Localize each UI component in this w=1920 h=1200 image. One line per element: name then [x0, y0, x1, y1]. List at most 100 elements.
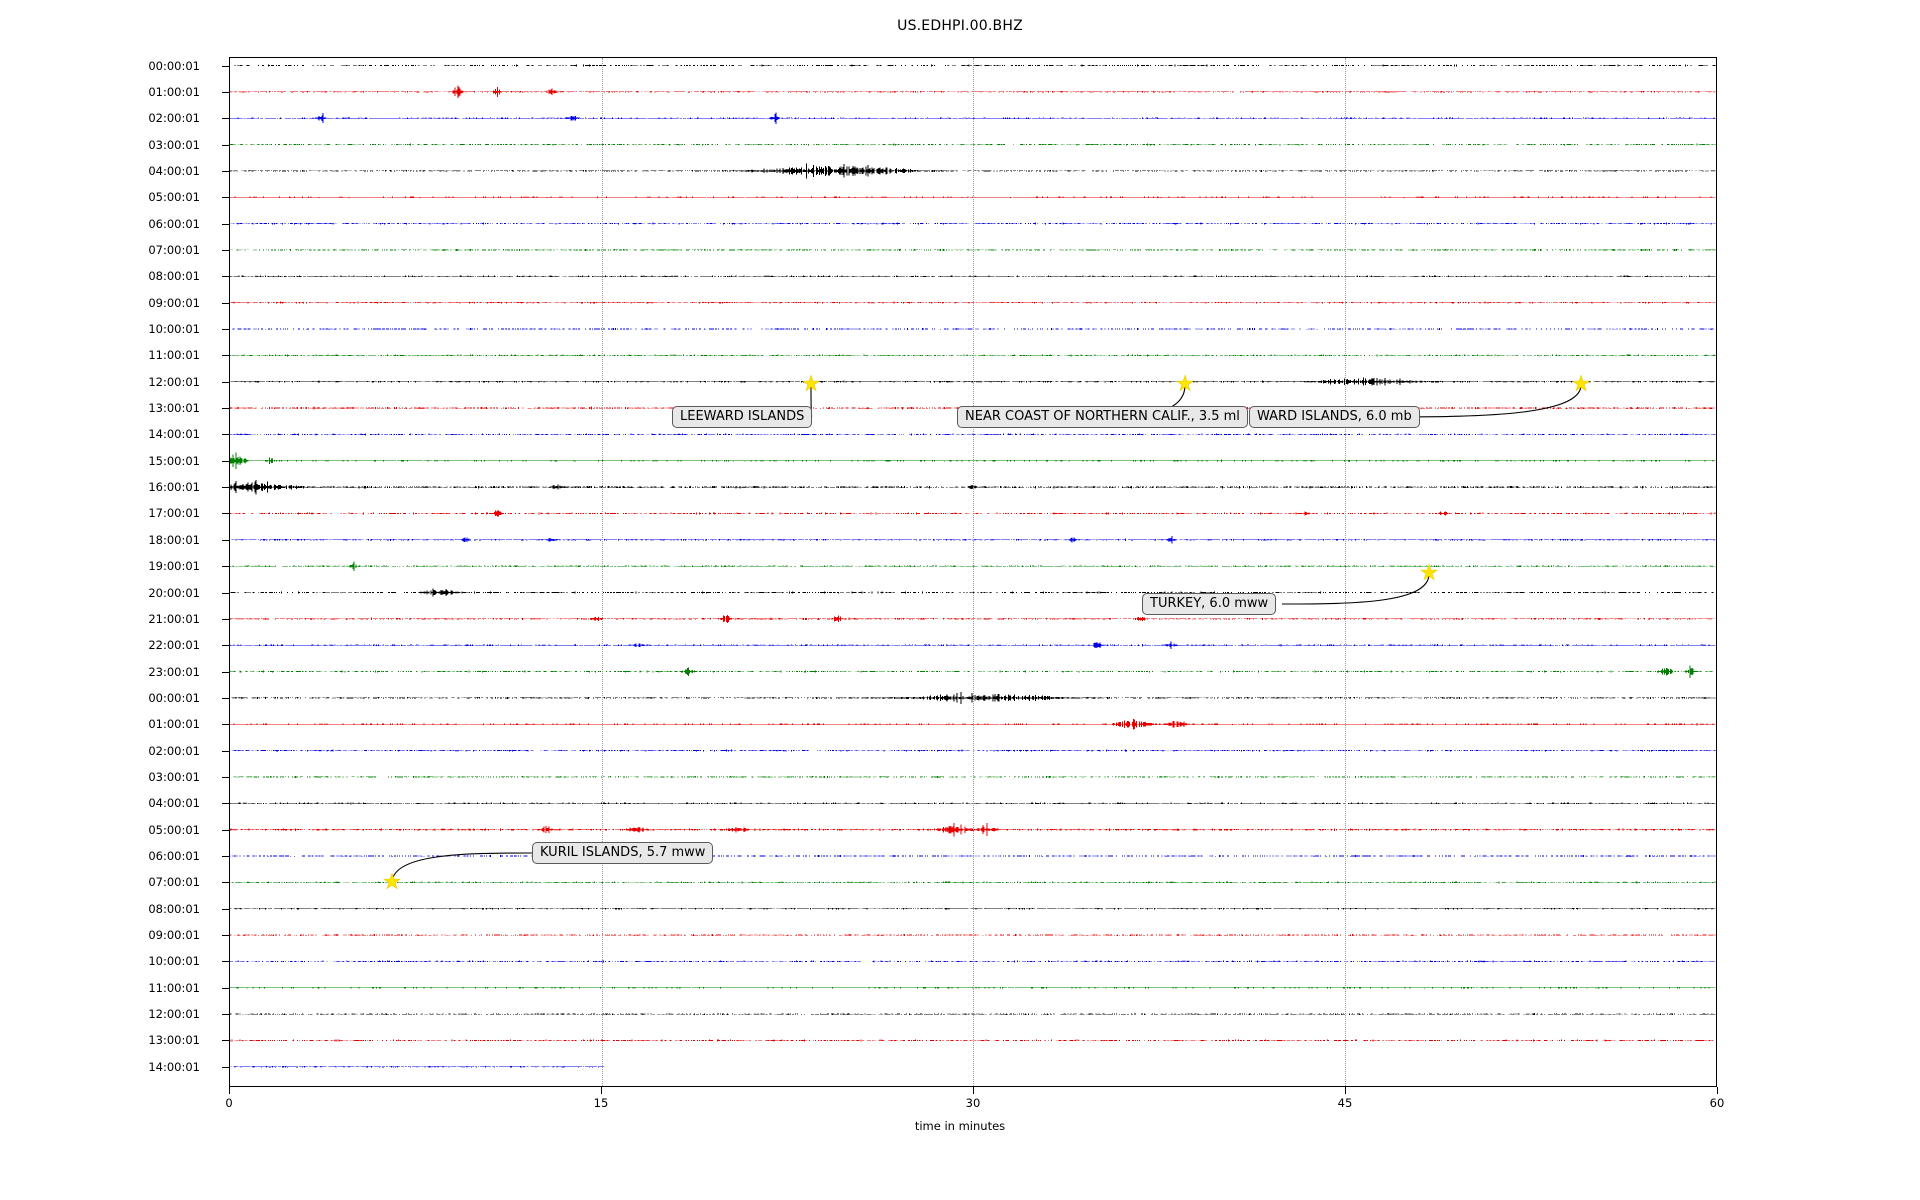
- y-axis-tick-label: 21:00:01: [148, 611, 200, 626]
- y-axis-tick-label: 20:00:01: [148, 585, 200, 600]
- y-axis-tick-label: 14:00:01: [148, 1059, 200, 1074]
- seismic-trace: [230, 561, 1716, 571]
- y-axis-tick-label: 18:00:01: [148, 532, 200, 547]
- seismic-trace: [230, 510, 1716, 517]
- y-axis-tick-label: 11:00:01: [148, 348, 200, 363]
- x-axis-tick-label: 15: [593, 1096, 609, 1110]
- y-axis-tick-label: 08:00:01: [148, 269, 200, 284]
- y-axis-tick-label: 14:00:01: [148, 427, 200, 442]
- y-axis-tick-label: 03:00:01: [148, 769, 200, 784]
- y-axis-tick-mark: [222, 618, 229, 620]
- y-axis-tick-label: 02:00:01: [148, 743, 200, 758]
- x-axis-tick-mark: [229, 1087, 230, 1094]
- y-axis-tick-mark: [222, 1014, 229, 1016]
- seismic-trace: [230, 301, 1716, 304]
- y-axis-tick-label: 13:00:01: [148, 1033, 200, 1048]
- x-axis-title: time in minutes: [914, 1119, 1006, 1133]
- figure-title: US.EDHPI.00.BHZ: [897, 18, 1023, 34]
- y-axis-tick-label: 00:00:01: [148, 58, 200, 73]
- y-axis-tick-label: 19:00:01: [148, 559, 200, 574]
- gridline-vertical: [601, 58, 603, 1086]
- event-annotation-label[interactable]: TURKEY, 6.0 mww: [1142, 593, 1277, 615]
- x-axis-tick-mark: [1717, 1087, 1718, 1094]
- y-axis-tick-mark: [222, 539, 229, 541]
- y-axis-tick-label: 22:00:01: [148, 638, 200, 653]
- y-axis-tick-mark: [222, 1040, 229, 1042]
- event-annotation-label[interactable]: KURIL ISLANDS, 5.7 mww: [532, 842, 714, 864]
- seismic-trace: [230, 641, 1716, 649]
- gridline-vertical: [1344, 58, 1346, 1086]
- y-axis-tick-mark: [222, 908, 229, 910]
- y-axis-tick-label: 00:00:01: [148, 690, 200, 705]
- y-axis-tick-mark: [222, 776, 229, 778]
- seismic-trace: [230, 960, 1716, 963]
- y-axis-tick-label: 09:00:01: [148, 928, 200, 943]
- y-axis-tick-label: 02:00:01: [148, 111, 200, 126]
- seismic-trace: [230, 248, 1716, 251]
- y-axis-tick-label: 07:00:01: [148, 875, 200, 890]
- y-axis-tick-label: 15:00:01: [148, 453, 200, 468]
- y-axis-tick-mark: [222, 935, 229, 937]
- seismic-trace: [230, 163, 1716, 179]
- y-axis-tick-mark: [222, 750, 229, 752]
- trace-canvas: [230, 58, 1716, 1086]
- seismic-trace: [230, 1013, 1716, 1016]
- y-axis-tick-mark: [222, 566, 229, 568]
- event-annotation-label[interactable]: NEAR COAST OF NORTHERN CALIF., 3.5 ml: [957, 406, 1248, 428]
- seismic-trace: [230, 614, 1716, 623]
- y-axis-tick-label: 06:00:01: [148, 216, 200, 231]
- seismic-trace: [230, 1065, 604, 1068]
- seismic-trace: [230, 143, 1716, 146]
- x-axis-tick-mark: [601, 1087, 602, 1094]
- y-axis-tick-label: 12:00:01: [148, 374, 200, 389]
- y-axis-tick-mark: [222, 460, 229, 462]
- y-axis-tick-label: 16:00:01: [148, 480, 200, 495]
- y-axis-tick-mark: [222, 355, 229, 357]
- y-axis-tick-mark: [222, 118, 229, 120]
- seismic-trace: [230, 112, 1716, 124]
- y-axis-tick-mark: [222, 645, 229, 647]
- seismic-trace: [230, 452, 1716, 469]
- y-axis-tick-mark: [222, 513, 229, 515]
- seismic-trace: [230, 196, 1716, 199]
- y-axis-tick-mark: [222, 961, 229, 963]
- seismic-trace: [230, 64, 1716, 67]
- seismic-trace: [230, 354, 1716, 357]
- seismic-trace: [230, 328, 1716, 330]
- seismic-trace: [230, 222, 1716, 225]
- x-axis-tick-label: 30: [965, 1096, 981, 1110]
- x-axis-tick-mark: [973, 1087, 974, 1094]
- y-axis-tick-label: 23:00:01: [148, 664, 200, 679]
- y-axis-tick-mark: [222, 856, 229, 857]
- y-axis-tick-mark: [222, 223, 229, 225]
- seismic-trace: [230, 433, 1716, 436]
- seismic-trace: [230, 479, 1716, 495]
- y-axis-tick-mark: [222, 197, 229, 199]
- y-axis-tick-mark: [222, 381, 229, 383]
- y-axis-tick-label: 04:00:01: [148, 796, 200, 811]
- y-axis-tick-label: 10:00:01: [148, 954, 200, 969]
- y-axis-tick-mark: [222, 987, 229, 989]
- x-axis-tick-label: 45: [1337, 1096, 1353, 1110]
- seismic-trace: [230, 665, 1716, 678]
- y-axis-tick-mark: [222, 170, 229, 172]
- y-axis-tick-mark: [222, 408, 229, 410]
- y-axis-tick-label: 08:00:01: [148, 901, 200, 916]
- y-axis-tick-mark: [222, 882, 229, 884]
- y-axis-tick-label: 12:00:01: [148, 1007, 200, 1022]
- seismic-trace: [230, 1039, 1716, 1042]
- y-axis-tick-label: 01:00:01: [148, 84, 200, 99]
- gridline-vertical: [973, 58, 974, 1086]
- x-axis-tick-label: 60: [1709, 1096, 1725, 1110]
- seismic-trace: [230, 275, 1716, 278]
- y-axis-tick-label: 17:00:01: [148, 506, 200, 521]
- y-axis-tick-mark: [222, 487, 229, 489]
- y-axis-tick-mark: [222, 592, 229, 594]
- y-axis-tick-mark: [222, 697, 229, 699]
- y-axis-tick-label: 11:00:01: [148, 980, 200, 995]
- event-annotation-label[interactable]: LEEWARD ISLANDS: [672, 406, 813, 428]
- x-axis-tick-mark: [1345, 1087, 1346, 1094]
- y-axis-tick-mark: [222, 144, 229, 146]
- event-annotation-label[interactable]: WARD ISLANDS, 6.0 mb: [1249, 406, 1420, 428]
- y-axis-tick-mark: [222, 829, 229, 831]
